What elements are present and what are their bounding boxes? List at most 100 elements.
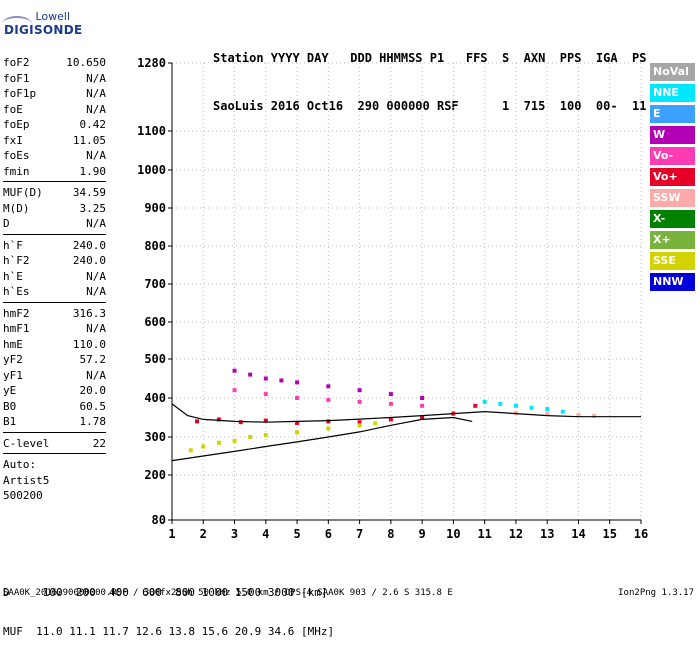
echo-point (232, 388, 237, 393)
param-value: 1.78 (79, 415, 107, 428)
param-value: 22 (92, 436, 106, 450)
echo-point (295, 396, 300, 400)
param-label: foF1p (3, 87, 37, 100)
param-label: h`E (3, 269, 23, 283)
param-row: h`F 240.0 (3, 238, 106, 254)
x-tick-label: 14 (571, 527, 585, 541)
echo-point (232, 368, 237, 373)
y-tick-label: 80 (152, 513, 166, 527)
x-tick-label: 2 (200, 527, 207, 541)
param-value: N/A (86, 322, 106, 335)
param-label: h`F2 (3, 254, 30, 267)
x-tick-label: 10 (446, 527, 460, 541)
muf-table: D 100 200 400 600 800 1000 1500 3000 [km… (3, 560, 334, 651)
lowell-digisonde-logo: Lowell DIGISONDE (2, 10, 82, 40)
x-tick-label: 8 (387, 527, 394, 541)
echo-point (238, 420, 243, 425)
y-tick-label: 700 (144, 277, 166, 291)
echo-point (560, 409, 565, 414)
param-row: B0 60.5 (3, 399, 106, 415)
echo-point (545, 411, 550, 416)
param-label: yE (3, 384, 17, 397)
param-row: yE 20.0 (3, 383, 106, 399)
param-row: hmE 110.0 (3, 337, 106, 353)
y-tick-label: 1100 (137, 124, 166, 138)
param-value: N/A (86, 87, 106, 100)
param-value: N/A (86, 217, 106, 230)
header-values: SaoLuis 2016 Oct16 290 000000 RSF 1 715 … (213, 99, 647, 113)
param-value: 3.25 (79, 201, 107, 215)
legend: NoVal NNE E W Vo- Vo+ SSW X- X+ SSE NNW (650, 63, 695, 294)
logo-line2: DIGISONDE (4, 23, 83, 37)
echo-point (513, 403, 518, 408)
echo-point (216, 440, 221, 445)
param-label: MUF(D) (3, 186, 43, 199)
echo-point (357, 399, 362, 404)
echo-point (326, 397, 331, 402)
param-value: 20.0 (79, 384, 107, 397)
param-value: 10.650 (66, 56, 106, 69)
x-tick-label: 1 (168, 527, 175, 541)
echo-point (420, 403, 425, 408)
echo-point (295, 430, 300, 435)
param-value: 11.05 (72, 133, 106, 147)
y-tick-label: 1000 (137, 163, 166, 177)
echo-point (576, 413, 581, 418)
param-row: h`Es N/A (3, 284, 106, 300)
param-row: fxI 11.05 (3, 133, 106, 149)
echo-point (473, 403, 478, 408)
param-row: foEs N/A (3, 148, 106, 164)
header-labels: Station YYYY DAY DDD HHMMSS P1 FFS S AXN… (213, 51, 647, 65)
echo-point (216, 417, 221, 422)
param-label: foF2 (3, 56, 30, 69)
param-separator (3, 233, 106, 235)
x-tick-label: 5 (293, 527, 300, 541)
x-tick-label: 12 (509, 527, 523, 541)
param-label: B0 (3, 399, 17, 413)
x-tick-label: 9 (419, 527, 426, 541)
param-row: M(D) 3.25 (3, 201, 106, 217)
echo-point (545, 406, 550, 411)
x-tick-label: 16 (634, 527, 648, 541)
echo-point (373, 421, 378, 426)
param-row: yF1 N/A (3, 368, 106, 384)
param-label: yF2 (3, 353, 23, 366)
echo-point (195, 419, 200, 424)
param-row: h`F2 240.0 (3, 253, 106, 269)
station-header: Station YYYY DAY DDD HHMMSS P1 FFS S AXN… (213, 18, 646, 130)
echo-point (248, 372, 253, 377)
autoscale-info: Artist5 (3, 473, 50, 487)
echo-point (326, 426, 331, 431)
param-value: 1.90 (79, 164, 107, 178)
param-label: h`Es (3, 285, 30, 298)
legend-item: Vo- (650, 147, 695, 165)
param-value: N/A (86, 285, 106, 298)
legend-item: SSW (650, 189, 695, 207)
distance-row: D 100 200 400 600 800 1000 1500 3000 [km… (3, 586, 328, 599)
param-label: hmF2 (3, 306, 30, 320)
param-label: foEp (3, 118, 30, 131)
legend-item: E (650, 105, 695, 123)
param-value: N/A (86, 149, 106, 162)
x-tick-label: 15 (603, 527, 617, 541)
echo-point (357, 420, 362, 425)
param-row: C-level 22 (3, 436, 106, 452)
param-row: hmF2 316.3 (3, 306, 106, 322)
echo-point (592, 413, 597, 418)
profile-trace (171, 403, 641, 423)
param-row: D N/A (3, 216, 106, 232)
echo-point (263, 392, 268, 397)
param-value: N/A (86, 368, 106, 382)
param-value: N/A (86, 269, 106, 283)
echo-point (263, 433, 268, 438)
echo-point (388, 392, 393, 397)
legend-item: Vo+ (650, 168, 695, 186)
param-label: hmE (3, 337, 23, 351)
legend-item: W (650, 126, 695, 144)
param-row: foF1 N/A (3, 71, 106, 87)
echo-point (420, 415, 425, 420)
echo-point (232, 438, 237, 443)
x-tick-label: 7 (356, 527, 363, 541)
param-row: foF2 10.650 (3, 55, 106, 71)
echo-point (498, 401, 503, 406)
